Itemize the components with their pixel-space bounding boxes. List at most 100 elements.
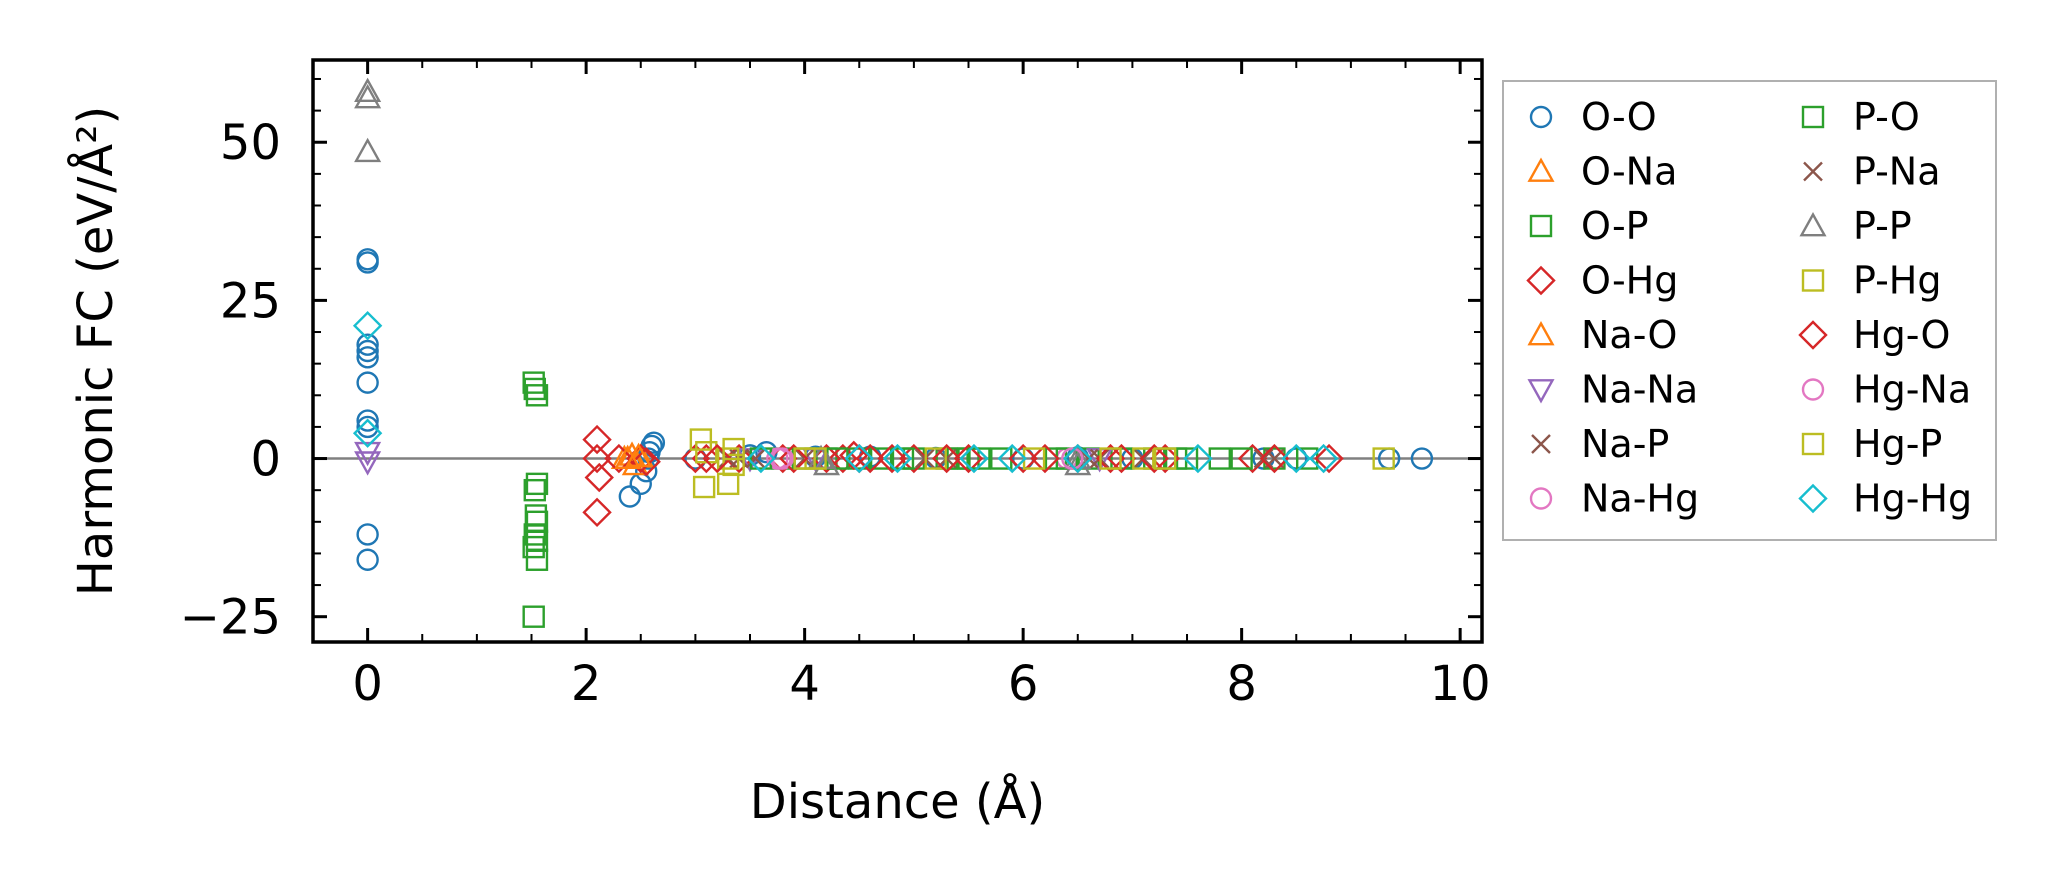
series-na-o bbox=[614, 442, 653, 469]
legend-item: P-P bbox=[1799, 204, 1912, 248]
data-point bbox=[779, 443, 809, 474]
data-point bbox=[523, 478, 546, 502]
legend-label: P-O bbox=[1853, 95, 1920, 139]
data-point bbox=[1095, 443, 1126, 474]
legend-marker bbox=[1799, 212, 1827, 237]
data-point bbox=[582, 424, 612, 455]
x-tick-label: 10 bbox=[1430, 656, 1491, 712]
data-point bbox=[691, 443, 722, 474]
data-point bbox=[1153, 447, 1177, 470]
legend-marker bbox=[1529, 105, 1553, 129]
data-point bbox=[604, 443, 634, 474]
legend-item: O-Hg bbox=[1526, 259, 1678, 303]
data-point bbox=[839, 440, 869, 471]
series-hg-na bbox=[769, 447, 1084, 470]
data-point bbox=[1259, 443, 1290, 474]
data-point bbox=[354, 83, 382, 109]
data-point bbox=[356, 251, 379, 274]
data-point bbox=[356, 523, 379, 546]
data-point bbox=[689, 428, 713, 451]
data-point bbox=[1183, 443, 1213, 474]
data-point bbox=[769, 447, 792, 470]
data-point bbox=[614, 444, 642, 469]
data-point bbox=[356, 333, 379, 356]
legend-marker bbox=[1798, 320, 1828, 350]
legend-item: Hg-Na bbox=[1801, 368, 1971, 412]
data-point bbox=[356, 548, 379, 571]
data-point bbox=[625, 442, 653, 468]
x-tick-label: 6 bbox=[1008, 656, 1039, 712]
legend-marker bbox=[1527, 157, 1555, 182]
data-point bbox=[522, 605, 545, 628]
legend-item: Na-Na bbox=[1527, 368, 1698, 412]
legend-label: O-Hg bbox=[1581, 259, 1678, 303]
legend-label: O-Na bbox=[1581, 150, 1677, 194]
legend-item: O-P bbox=[1529, 204, 1649, 248]
legend-item: P-O bbox=[1801, 95, 1920, 139]
data-point bbox=[356, 346, 379, 369]
x-tick-label: 0 bbox=[352, 656, 383, 712]
data-point bbox=[582, 443, 612, 474]
data-point bbox=[1139, 443, 1169, 474]
data-point bbox=[1132, 447, 1155, 470]
legend-item: Na-P bbox=[1531, 422, 1669, 466]
data-point bbox=[1237, 443, 1268, 474]
legend-label: Hg-Hg bbox=[1853, 477, 1972, 521]
data-point bbox=[1308, 443, 1339, 474]
series-p-p bbox=[354, 77, 1092, 476]
data-point bbox=[953, 443, 984, 474]
x-tick-label: 4 bbox=[789, 656, 820, 712]
data-point bbox=[1372, 447, 1395, 470]
legend-label: Na-Na bbox=[1581, 368, 1698, 412]
data-point bbox=[525, 472, 549, 496]
data-point bbox=[523, 377, 546, 401]
legend-marker bbox=[1526, 265, 1556, 296]
x-tick-label: 2 bbox=[571, 656, 602, 712]
x-axis-label: Distance (Å) bbox=[750, 773, 1045, 830]
data-point bbox=[746, 443, 776, 474]
data-point bbox=[352, 418, 383, 448]
data-point bbox=[354, 77, 382, 103]
data-point bbox=[356, 371, 379, 394]
legend-marker bbox=[1529, 487, 1553, 510]
data-point bbox=[997, 443, 1027, 474]
data-point bbox=[924, 447, 947, 470]
legend-item: Na-O bbox=[1527, 313, 1677, 357]
data-point bbox=[1064, 450, 1092, 476]
data-point bbox=[1314, 443, 1344, 474]
legend-label: Na-P bbox=[1581, 422, 1669, 466]
data-point bbox=[1030, 443, 1060, 474]
data-point bbox=[524, 504, 548, 527]
legend-item: O-O bbox=[1529, 95, 1657, 139]
data-point bbox=[352, 310, 383, 341]
legend-marker bbox=[1531, 434, 1551, 454]
data-point bbox=[618, 485, 642, 508]
data-point bbox=[702, 443, 732, 474]
data-point bbox=[525, 548, 549, 571]
data-point bbox=[855, 443, 885, 474]
y-tick-label: 0 bbox=[250, 432, 281, 488]
data-point bbox=[793, 447, 816, 470]
data-point bbox=[722, 437, 745, 461]
legend-item: P-Hg bbox=[1801, 259, 1942, 303]
legend-marker bbox=[1801, 269, 1825, 292]
data-point bbox=[877, 443, 907, 474]
data-point bbox=[642, 431, 666, 454]
data-point bbox=[844, 443, 874, 474]
series-hg-p bbox=[692, 437, 1395, 499]
data-point bbox=[354, 137, 382, 163]
y-tick-label: 50 bbox=[220, 115, 281, 171]
legend-item: Na-Hg bbox=[1529, 477, 1699, 521]
data-point bbox=[356, 339, 379, 363]
data-point bbox=[629, 472, 652, 496]
legend-item: O-Na bbox=[1527, 150, 1677, 194]
data-point bbox=[1230, 447, 1253, 470]
data-point bbox=[356, 415, 379, 439]
legend-marker bbox=[1801, 378, 1825, 401]
series-o-p bbox=[522, 371, 1319, 628]
data-point bbox=[882, 443, 913, 474]
series-o-o bbox=[356, 248, 1434, 571]
data-point bbox=[891, 447, 915, 470]
legend-marker bbox=[1803, 161, 1823, 182]
